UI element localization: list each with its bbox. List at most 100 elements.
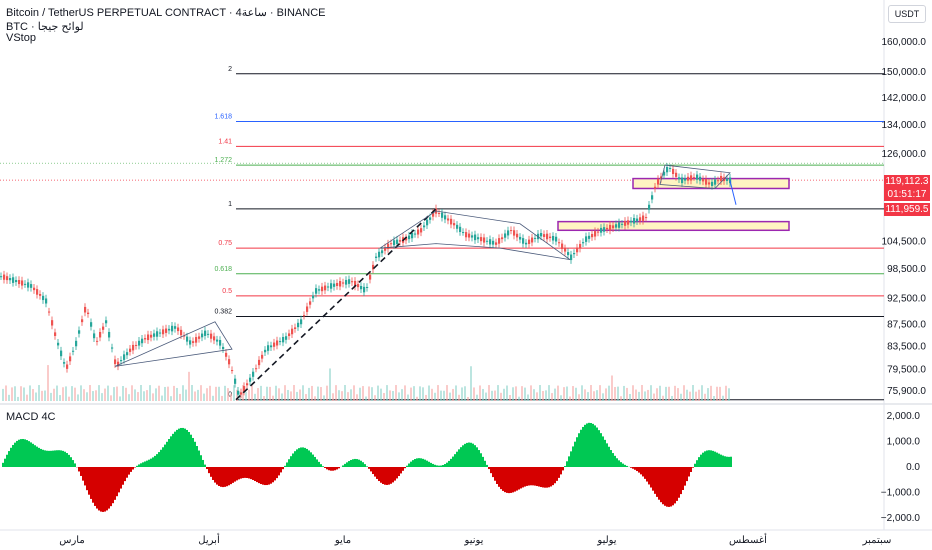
volume-bar: [38, 385, 40, 401]
candle-body: [318, 289, 321, 291]
volume-bar: [143, 391, 145, 401]
candle-body: [513, 230, 516, 236]
volume-bar: [413, 386, 415, 401]
macd-histogram-bar: [6, 454, 8, 467]
volume-bar: [41, 390, 43, 401]
macd-histogram-bar: [256, 467, 258, 483]
candle-body: [504, 233, 507, 238]
macd-histogram-bar: [280, 467, 282, 473]
macd-histogram-bar: [580, 429, 582, 467]
macd-histogram-bar: [118, 467, 120, 493]
time-axis-label: أغسطس: [729, 533, 767, 546]
macd-histogram-bar: [144, 461, 146, 467]
candle-body: [183, 335, 186, 337]
macd-histogram-bar: [156, 454, 158, 467]
macd-histogram-bar: [712, 450, 714, 467]
volume-bar: [167, 386, 169, 401]
macd-histogram-bar: [334, 467, 336, 471]
volume-bar: [446, 385, 448, 401]
volume-bar: [23, 387, 25, 401]
volume-bar: [452, 388, 454, 401]
macd-histogram-bar: [314, 456, 316, 467]
volume-bar: [131, 385, 133, 401]
macd-histogram-bar: [666, 467, 668, 507]
macd-histogram-bar: [356, 459, 358, 467]
macd-histogram-bar: [350, 459, 352, 467]
macd-histogram-bar: [376, 467, 378, 479]
volume-bar: [410, 387, 412, 401]
macd-histogram-bar: [98, 467, 100, 511]
macd-histogram-bar: [368, 467, 370, 469]
volume-bar: [332, 393, 334, 401]
macd-histogram-bar: [664, 467, 666, 506]
candle-body: [18, 279, 21, 285]
macd-histogram-bar: [22, 438, 24, 467]
volume-bar: [542, 391, 544, 401]
price-tick-label: 134,000.0: [882, 120, 927, 131]
macd-histogram-bar: [380, 467, 382, 483]
macd-histogram-bar: [80, 467, 82, 476]
volume-bar: [305, 394, 307, 401]
volume-bar: [377, 385, 379, 401]
volume-bar: [71, 386, 73, 401]
macd-histogram-bar: [616, 458, 618, 467]
volume-bar: [59, 395, 61, 401]
volume-bar: [497, 385, 499, 401]
macd-histogram-bar: [704, 451, 706, 467]
macd-histogram-bar: [318, 461, 320, 467]
macd-histogram-bar: [248, 467, 250, 479]
candle-body: [468, 233, 471, 238]
macd-histogram-bar: [142, 462, 144, 467]
volume-bar: [608, 385, 610, 401]
volume-bar: [86, 392, 88, 401]
indicator-vstop-label[interactable]: VStop: [6, 32, 36, 44]
macd-histogram-bar: [602, 436, 604, 467]
volume-bar: [287, 389, 289, 401]
fib-level-label: 1.272: [214, 157, 232, 164]
candle-body: [612, 225, 615, 229]
volume-bar: [134, 389, 136, 401]
macd-histogram-bar: [398, 467, 400, 477]
macd-histogram-bar: [200, 455, 202, 467]
macd-histogram-bar: [558, 467, 560, 478]
candle-body: [414, 233, 417, 235]
macd-histogram-bar: [218, 467, 220, 486]
macd-histogram-bar: [58, 450, 60, 467]
macd-histogram-bar: [462, 445, 464, 467]
volume-bar: [272, 395, 274, 401]
candle-body: [387, 243, 390, 250]
macd-histogram-bar: [104, 467, 106, 512]
candle-body: [558, 242, 561, 244]
macd-histogram-bar: [336, 467, 338, 470]
indicator-macd-label[interactable]: MACD 4C: [6, 411, 56, 423]
pattern-channel: [379, 210, 571, 261]
candle-body: [486, 240, 489, 242]
candle-body: [126, 352, 129, 356]
volume-bar: [179, 393, 181, 401]
volume-bar: [551, 393, 553, 401]
candle-body: [639, 217, 642, 221]
candle-body: [420, 228, 423, 233]
volume-bar: [602, 393, 604, 401]
candle-body: [153, 333, 156, 337]
macd-histogram-bar: [310, 452, 312, 467]
macd-histogram-bar: [362, 462, 364, 467]
macd-histogram-bar: [86, 467, 88, 491]
price-tick-label: 92,500.0: [887, 293, 926, 304]
volume-bar: [428, 385, 430, 401]
volume-bar: [56, 385, 58, 401]
macd-histogram-bar: [554, 467, 556, 484]
currency-button[interactable]: USDT: [888, 5, 926, 23]
macd-histogram-bar: [312, 454, 314, 467]
macd-histogram-bar: [436, 465, 438, 467]
price-tick-label: 142,000.0: [882, 93, 927, 104]
macd-histogram-bar: [130, 467, 132, 472]
candle-body: [195, 337, 198, 343]
volume-bar: [701, 385, 703, 401]
volume-bar: [563, 387, 565, 401]
candle-body: [57, 342, 60, 346]
candle-body: [585, 236, 588, 242]
macd-histogram-bar: [474, 445, 476, 467]
volume-bar: [629, 394, 631, 401]
